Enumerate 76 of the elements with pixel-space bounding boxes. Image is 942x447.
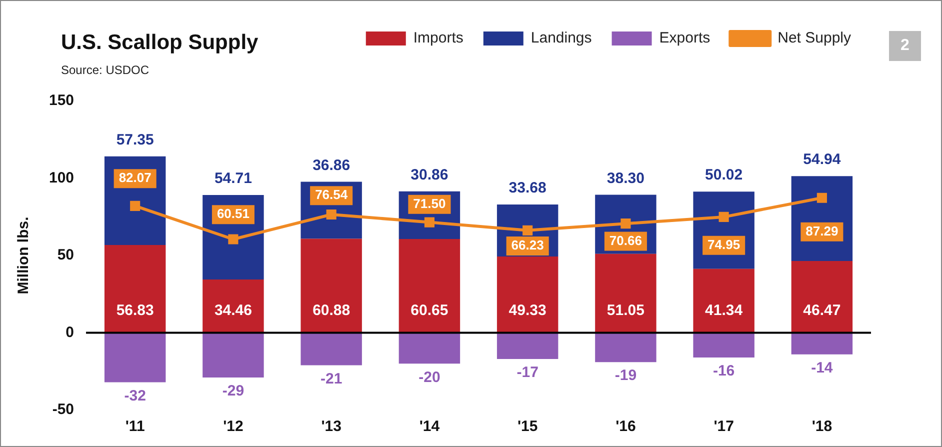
data-label: 60.65 [410, 302, 448, 319]
data-label: 56.83 [116, 302, 154, 319]
data-label: 60.88 [312, 302, 350, 319]
data-label: 60.51 [216, 206, 250, 222]
data-label: -19 [614, 367, 637, 384]
point [522, 225, 533, 236]
data-label: 76.54 [315, 187, 348, 202]
chart-subtitle: Source: USDOC [61, 63, 150, 77]
bar [398, 239, 460, 333]
data-label: 71.50 [413, 196, 446, 211]
point [228, 234, 238, 244]
y-tick-label: 50 [57, 246, 74, 264]
data-label: -32 [124, 387, 146, 404]
data-label: 49.33 [508, 302, 546, 319]
y-tick-label: 0 [66, 324, 74, 341]
data-label: 66.23 [511, 238, 544, 253]
bar [791, 332, 853, 354]
data-label: 74.95 [708, 236, 740, 252]
bar [104, 332, 166, 382]
bar [202, 332, 264, 378]
data-label: 51.05 [606, 302, 644, 319]
data-label: -16 [712, 362, 735, 380]
text: 2 [889, 31, 921, 61]
x-tick-label: '12 [223, 418, 244, 436]
legend-label: Net Supply [778, 30, 852, 47]
legend-label: Exports [659, 30, 710, 47]
y-tick-label: 100 [48, 169, 74, 186]
data-label: -29 [222, 382, 244, 400]
bar [300, 238, 362, 333]
x-tick-label: '11 [125, 418, 145, 436]
data-label: 87.29 [806, 224, 838, 238]
point [130, 200, 140, 211]
chart-title: U.S. Scallop Supply [61, 31, 258, 55]
y-tick-label: 150 [48, 92, 74, 110]
data-label: 41.34 [705, 302, 744, 319]
data-label: 34.46 [214, 302, 252, 319]
point [718, 212, 729, 222]
legend-label: Imports [413, 30, 464, 47]
point [326, 209, 336, 220]
data-label: 57.35 [116, 131, 154, 148]
data-label: 54.71 [214, 170, 252, 188]
x-tick-label: '18 [812, 418, 832, 436]
bar [693, 268, 754, 333]
bar [202, 280, 264, 333]
bar [300, 332, 362, 366]
bar [595, 332, 656, 362]
bar [398, 332, 460, 364]
x-tick-label: '14 [419, 418, 440, 436]
bar [595, 254, 656, 333]
data-label: 38.30 [606, 170, 644, 187]
data-label: 54.94 [803, 151, 842, 168]
data-label: 30.86 [410, 166, 448, 184]
point [620, 218, 631, 229]
data-label: 50.02 [705, 166, 743, 184]
bar [693, 332, 754, 358]
x-tick-label: '13 [321, 418, 342, 436]
bar [496, 332, 558, 360]
data-label: 82.07 [118, 170, 152, 186]
data-label: 36.86 [312, 156, 350, 174]
data-label: 33.68 [508, 180, 546, 197]
data-label: -21 [320, 370, 342, 388]
data-label: -20 [418, 368, 440, 386]
x-tick-label: '17 [714, 418, 734, 436]
legend-label: Landings [530, 30, 592, 47]
x-tick-label: '15 [517, 418, 538, 436]
bar [791, 260, 853, 333]
y-axis-title: Million lbs. [15, 216, 32, 294]
bar [104, 244, 166, 333]
point [816, 192, 827, 203]
data-label: -17 [516, 364, 538, 382]
data-label: 46.47 [803, 302, 841, 319]
data-label: 70.66 [609, 232, 642, 248]
data-label: -14 [811, 360, 834, 377]
y-tick-label: -50 [52, 401, 74, 418]
point [424, 217, 434, 228]
x-tick-label: '16 [616, 418, 636, 436]
